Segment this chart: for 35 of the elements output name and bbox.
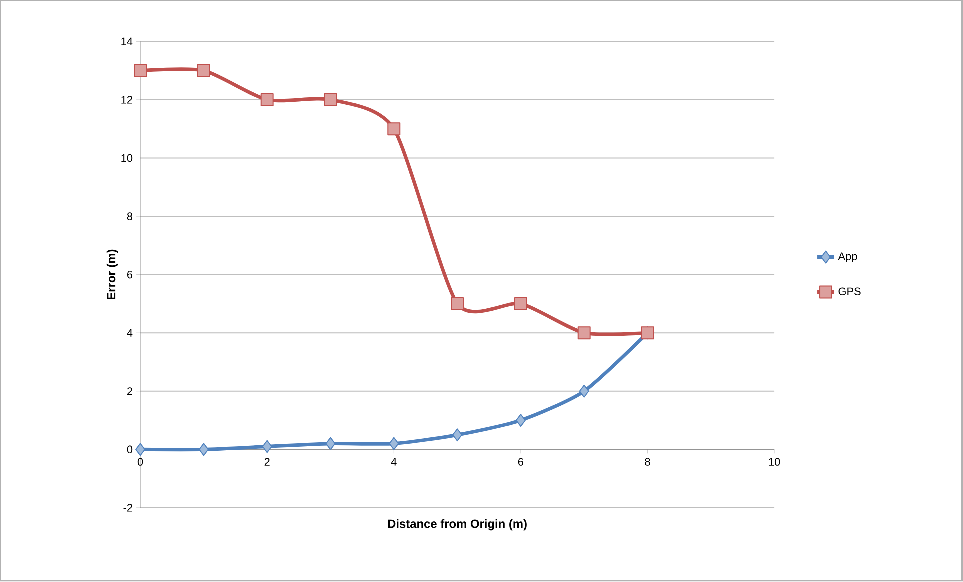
- point: [134, 64, 148, 78]
- x-axis-title: Distance from Origin (m): [388, 520, 527, 531]
- y-tick-label: 6: [128, 271, 133, 279]
- point: [262, 440, 272, 454]
- point: [579, 385, 590, 398]
- point: [197, 64, 210, 78]
- point: [388, 122, 401, 136]
- y-tick-label: 14: [122, 38, 133, 46]
- y-tick-label: 10: [122, 154, 133, 162]
- y-tick-label: 2: [127, 388, 132, 396]
- point: [260, 94, 274, 107]
- point: [326, 438, 336, 451]
- y-axis-title: Error (m): [106, 250, 118, 300]
- y-tick-label: 12: [122, 96, 132, 104]
- point: [324, 94, 338, 107]
- x-tick-label: 0: [138, 458, 144, 466]
- x-tick-label: 2: [264, 458, 270, 466]
- point: [136, 443, 146, 456]
- legend-label: App: [838, 252, 858, 263]
- y-tick-label: 4: [127, 330, 133, 338]
- legend-label: GPS: [838, 288, 861, 296]
- y-tick-label: 0: [127, 446, 133, 454]
- y-tick-label: -2: [124, 504, 132, 512]
- x-tick-label: 4: [391, 458, 397, 466]
- point: [389, 438, 400, 451]
- point: [198, 443, 209, 456]
- point: [578, 326, 591, 340]
- y-tick-label: 8: [127, 212, 133, 221]
- x-tick-label: 8: [645, 458, 650, 466]
- point: [452, 428, 463, 442]
- point: [514, 298, 528, 311]
- x-tick-label: 6: [518, 458, 524, 466]
- x-tick-label: 10: [769, 458, 780, 466]
- point: [451, 298, 464, 311]
- point: [516, 414, 526, 428]
